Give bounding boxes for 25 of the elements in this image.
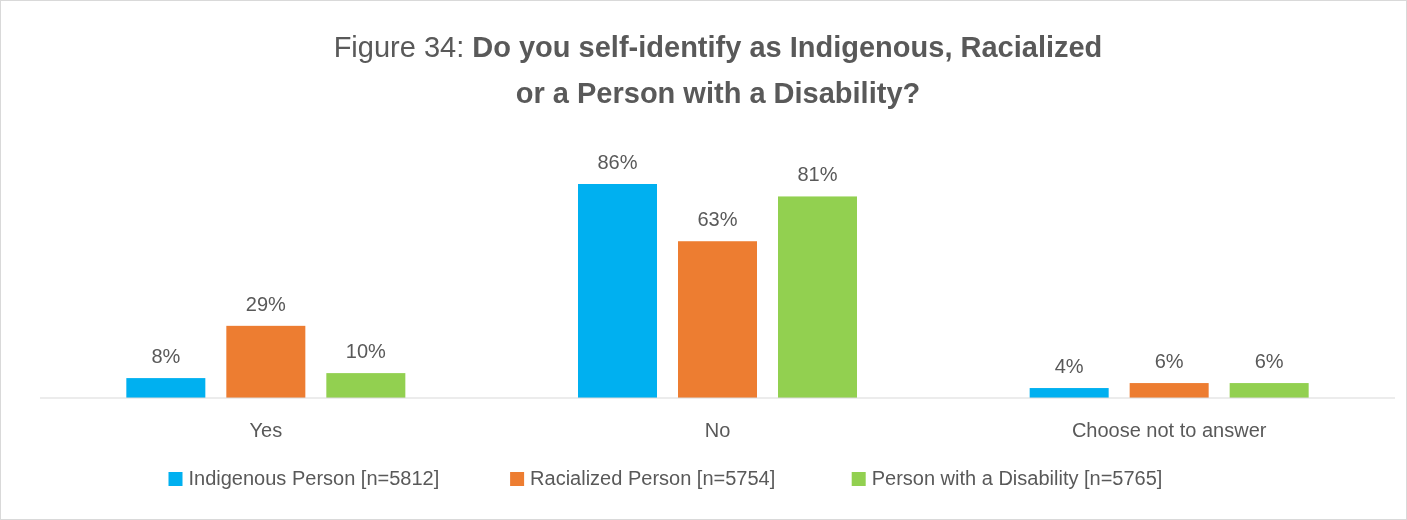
bar (778, 196, 857, 398)
bar (226, 325, 306, 398)
chart-title: Figure 34: Do you self-identify as Indigenous, Racialized or a Person with a Disability? (333, 31, 1103, 109)
data-label: 6% (1254, 350, 1284, 373)
data-label: 86% (597, 151, 638, 173)
bar (1129, 383, 1209, 398)
data-label: 63% (697, 208, 738, 231)
bar (578, 184, 657, 398)
data-label: 8% (151, 345, 181, 368)
bar (678, 241, 757, 398)
x-tick-label: Choose not to answer (1071, 419, 1267, 441)
legend-label: Person with a Disability [n=5765] (871, 467, 1163, 489)
data-label: 4% (1054, 355, 1084, 378)
data-label: 6% (1154, 350, 1184, 373)
data-label: 29% (245, 292, 287, 315)
bar (326, 373, 406, 398)
x-tick-label: No (704, 419, 731, 441)
legend-label: Indigenous Person [n=5812] (188, 467, 440, 489)
x-tick-label: Yes (249, 419, 283, 441)
data-label: 10% (345, 340, 387, 363)
data-label: 81% (797, 163, 838, 186)
bar (1029, 388, 1109, 398)
bar (1229, 383, 1309, 398)
legend-label: Racialized Person [n=5754] (530, 467, 776, 489)
bar (126, 378, 206, 398)
